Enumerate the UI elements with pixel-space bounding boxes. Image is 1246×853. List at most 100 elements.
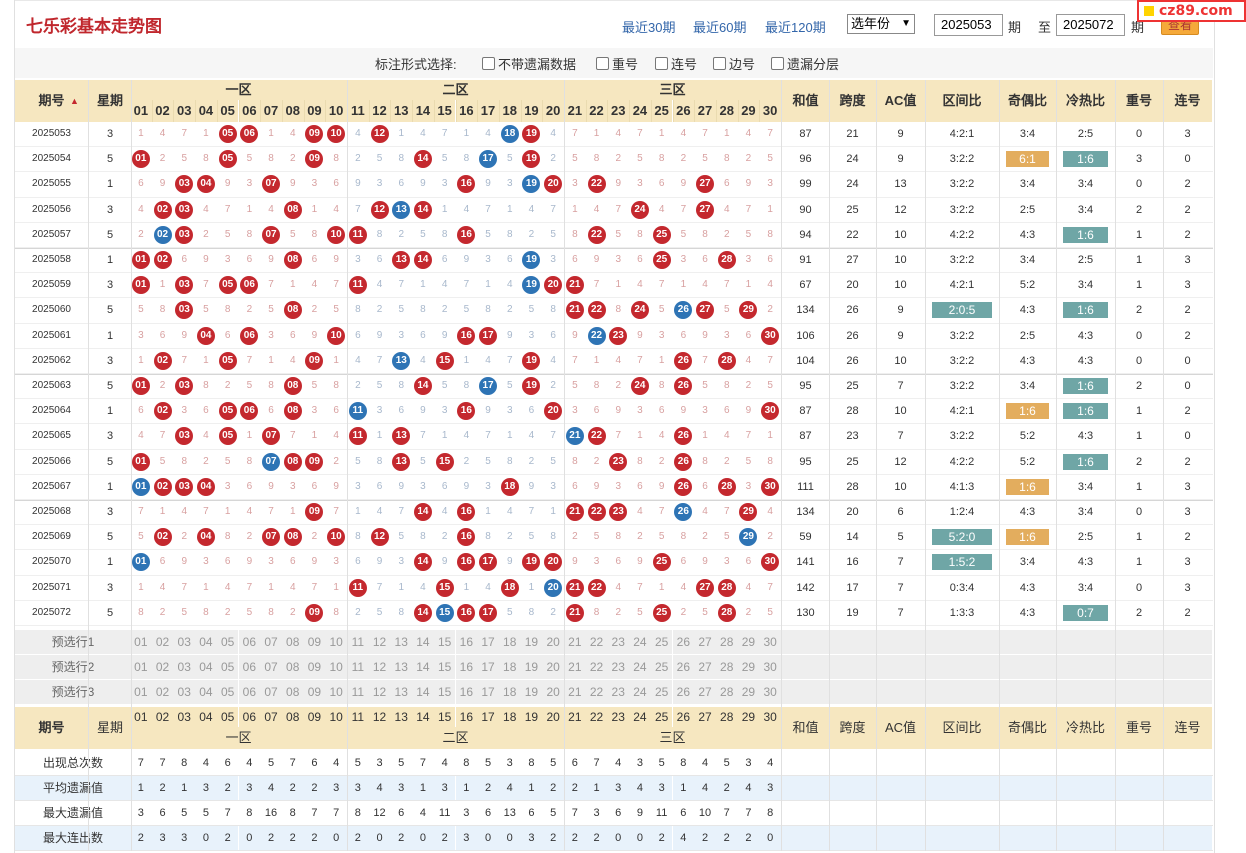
preselect-number[interactable]: 20	[542, 680, 564, 705]
preselect-number[interactable]: 21	[564, 655, 586, 680]
preselect-number[interactable]: 16	[455, 630, 478, 654]
preselect-number[interactable]: 14	[412, 630, 434, 654]
preselect-number[interactable]: 26	[672, 655, 695, 680]
preselect-number[interactable]: 07	[260, 630, 282, 654]
preselect-number[interactable]: 21	[564, 680, 586, 705]
preselect-number[interactable]: 04	[195, 630, 217, 654]
period-column-header[interactable]: 期号	[15, 80, 88, 122]
preselect-number[interactable]: 23	[607, 655, 630, 680]
preselect-number[interactable]: 29	[737, 680, 760, 705]
preselect-number[interactable]: 09	[303, 655, 326, 680]
preselect-number[interactable]: 27	[694, 655, 716, 680]
link-recent-60[interactable]: 最近60期	[693, 20, 747, 35]
preselect-number[interactable]: 29	[737, 630, 760, 654]
preselect-number[interactable]: 20	[542, 655, 564, 680]
checkbox-edge[interactable]: 边号	[713, 54, 755, 73]
preselect-number[interactable]: 13	[390, 655, 413, 680]
preselect-number[interactable]: 27	[694, 680, 716, 705]
preselect-number[interactable]: 12	[368, 630, 391, 654]
preselect-number[interactable]: 08	[281, 680, 304, 705]
preselect-number[interactable]: 06	[238, 680, 261, 705]
preselect-number[interactable]: 06	[238, 655, 261, 680]
preselect-number[interactable]: 28	[715, 630, 738, 654]
preselect-number[interactable]: 16	[455, 680, 478, 705]
preselect-number[interactable]: 19	[520, 630, 543, 654]
link-recent-30[interactable]: 最近30期	[622, 20, 676, 35]
sort-icon[interactable]: ▲	[70, 96, 79, 106]
checkbox-omission-layer[interactable]: 遗漏分层	[771, 54, 839, 73]
checkbox-repeat[interactable]: 重号	[596, 54, 638, 73]
preselect-number[interactable]: 22	[585, 630, 608, 654]
preselect-number[interactable]: 18	[498, 680, 521, 705]
preselect-number[interactable]: 11	[347, 630, 369, 654]
preselect-number[interactable]: 14	[412, 680, 434, 705]
preselect-number[interactable]: 12	[368, 655, 391, 680]
preselect-number[interactable]: 02	[151, 680, 174, 705]
preselect-number[interactable]: 01	[130, 630, 152, 654]
preselect-number[interactable]: 05	[216, 630, 239, 654]
preselect-number[interactable]: 15	[433, 655, 456, 680]
preselect-number[interactable]: 29	[737, 655, 760, 680]
preselect-number[interactable]: 17	[477, 630, 499, 654]
link-recent-120[interactable]: 最近120期	[765, 20, 826, 35]
preselect-number[interactable]: 19	[520, 655, 543, 680]
preselect-number[interactable]: 22	[585, 655, 608, 680]
preselect-number[interactable]: 25	[650, 630, 673, 654]
preselect-number[interactable]: 24	[629, 630, 651, 654]
preselect-number[interactable]: 08	[281, 630, 304, 654]
preselect-number[interactable]: 03	[173, 630, 196, 654]
preselect-number[interactable]: 25	[650, 680, 673, 705]
preselect-number[interactable]: 10	[325, 655, 347, 680]
year-select[interactable]: 选年份 ▼	[847, 14, 915, 34]
preselect-number[interactable]: 10	[325, 630, 347, 654]
preselect-number[interactable]: 19	[520, 680, 543, 705]
preselect-number[interactable]: 24	[629, 680, 651, 705]
site-logo[interactable]: cz89.com	[1137, 0, 1246, 22]
preselect-number[interactable]: 02	[151, 630, 174, 654]
preselect-number[interactable]: 30	[759, 655, 781, 680]
preselect-number[interactable]: 14	[412, 655, 434, 680]
preselect-number[interactable]: 23	[607, 630, 630, 654]
preselect-number[interactable]: 07	[260, 655, 282, 680]
preselect-number[interactable]: 01	[130, 655, 152, 680]
preselect-number[interactable]: 26	[672, 630, 695, 654]
preselect-number[interactable]: 13	[390, 630, 413, 654]
preselect-number[interactable]: 30	[759, 680, 781, 705]
preselect-number[interactable]: 26	[672, 680, 695, 705]
preselect-number[interactable]: 15	[433, 680, 456, 705]
checkbox-consecutive[interactable]: 连号	[655, 54, 697, 73]
preselect-number[interactable]: 30	[759, 630, 781, 654]
preselect-number[interactable]: 10	[325, 680, 347, 705]
preselect-number[interactable]: 16	[455, 655, 478, 680]
preselect-number[interactable]: 21	[564, 630, 586, 654]
preselect-number[interactable]: 01	[130, 680, 152, 705]
preselect-number[interactable]: 11	[347, 655, 369, 680]
period-from-input[interactable]: 2025053	[934, 14, 1003, 36]
preselect-number[interactable]: 04	[195, 680, 217, 705]
preselect-number[interactable]: 28	[715, 680, 738, 705]
preselect-number[interactable]: 15	[433, 630, 456, 654]
preselect-number[interactable]: 09	[303, 680, 326, 705]
preselect-number[interactable]: 03	[173, 655, 196, 680]
preselect-number[interactable]: 25	[650, 655, 673, 680]
preselect-number[interactable]: 06	[238, 630, 261, 654]
preselect-number[interactable]: 09	[303, 630, 326, 654]
preselect-number[interactable]: 28	[715, 655, 738, 680]
preselect-number[interactable]: 02	[151, 655, 174, 680]
preselect-number[interactable]: 04	[195, 655, 217, 680]
preselect-number[interactable]: 18	[498, 630, 521, 654]
preselect-number[interactable]: 08	[281, 655, 304, 680]
preselect-number[interactable]: 12	[368, 680, 391, 705]
preselect-number[interactable]: 24	[629, 655, 651, 680]
preselect-number[interactable]: 18	[498, 655, 521, 680]
preselect-number[interactable]: 20	[542, 630, 564, 654]
preselect-number[interactable]: 05	[216, 655, 239, 680]
preselect-number[interactable]: 11	[347, 680, 369, 705]
period-to-input[interactable]: 2025072	[1056, 14, 1125, 36]
preselect-number[interactable]: 17	[477, 680, 499, 705]
preselect-number[interactable]: 27	[694, 630, 716, 654]
preselect-number[interactable]: 22	[585, 680, 608, 705]
preselect-number[interactable]: 13	[390, 680, 413, 705]
preselect-number[interactable]: 17	[477, 655, 499, 680]
preselect-number[interactable]: 07	[260, 680, 282, 705]
